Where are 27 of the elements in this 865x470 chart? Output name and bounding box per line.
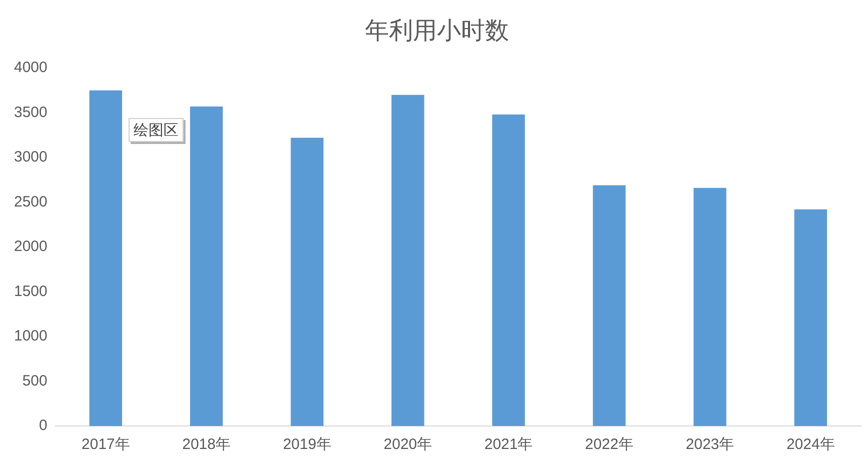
chart-title: 年利用小时数 bbox=[365, 18, 509, 45]
y-tick-label: 1000 bbox=[14, 328, 48, 345]
bar bbox=[290, 138, 324, 426]
bar bbox=[89, 90, 122, 426]
bar bbox=[694, 188, 726, 426]
x-tick-label: 2018年 bbox=[182, 436, 231, 454]
bar bbox=[391, 94, 424, 426]
x-tick-label: 2023年 bbox=[686, 436, 734, 454]
bar bbox=[492, 114, 525, 426]
bar bbox=[190, 106, 223, 426]
x-tick-label: 2024年 bbox=[786, 436, 835, 454]
y-tick-label: 1500 bbox=[14, 282, 48, 300]
y-tick-label: 3500 bbox=[14, 104, 48, 121]
x-tick-label: 2019年 bbox=[282, 436, 332, 454]
x-tick-label: 2017年 bbox=[82, 436, 130, 454]
y-tick-label: 500 bbox=[22, 372, 48, 390]
x-tick-label: 2020年 bbox=[384, 436, 432, 454]
x-tick-label: 2021年 bbox=[484, 436, 533, 454]
bar bbox=[592, 185, 626, 426]
y-tick-label: 2000 bbox=[14, 238, 48, 256]
y-tick-label: 2500 bbox=[14, 193, 48, 210]
y-tick-label: 3000 bbox=[14, 148, 48, 166]
annotation: 绘图区 bbox=[134, 122, 179, 140]
x-tick-label: 2022年 bbox=[585, 436, 634, 454]
y-tick-label: 0 bbox=[39, 417, 48, 434]
y-tick-label: 4000 bbox=[14, 59, 48, 76]
bar bbox=[794, 209, 828, 426]
